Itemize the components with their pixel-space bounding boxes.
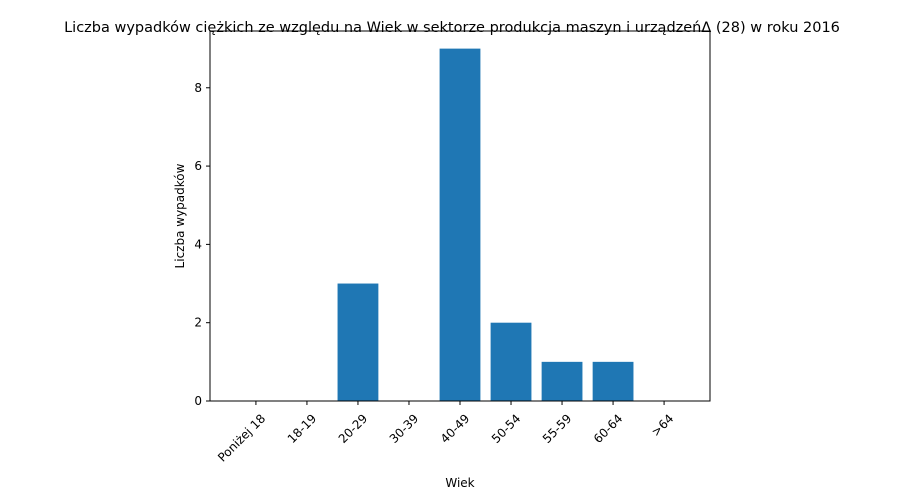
y-tick-label: 2 xyxy=(194,316,202,330)
y-axis-label: Liczba wypadków xyxy=(173,163,187,268)
y-tick-label: 8 xyxy=(194,81,202,95)
bar-4 xyxy=(439,48,481,401)
x-tick-label: 40-49 xyxy=(438,411,473,446)
x-tick-label: 50-54 xyxy=(489,411,524,446)
y-tick-label: 0 xyxy=(194,394,202,408)
bar-7 xyxy=(592,361,634,401)
x-axis-label: Wiek xyxy=(445,476,474,490)
y-axis-ticks: 0 2 4 6 8 xyxy=(194,81,210,408)
x-tick-label: 20-29 xyxy=(336,411,371,446)
x-tick-label: 55-59 xyxy=(540,411,575,446)
x-tick-label: >64 xyxy=(649,411,677,439)
x-axis-ticks: Poniżej 18 18-19 20-29 30-39 40-49 50-54 55-59… xyxy=(215,401,676,465)
bar-6 xyxy=(541,361,583,401)
x-tick-label: 18-19 xyxy=(285,411,320,446)
chart-title: Liczba wypadków ciężkich ze względu na W… xyxy=(64,20,840,36)
x-tick-label: 30-39 xyxy=(387,411,422,446)
bars-group xyxy=(337,48,634,401)
y-tick-label: 4 xyxy=(194,237,202,251)
y-tick-label: 6 xyxy=(194,159,202,173)
x-tick-label: 60-64 xyxy=(591,411,626,446)
bar-5 xyxy=(490,322,532,401)
bar-2 xyxy=(337,283,379,401)
x-tick-label: Poniżej 18 xyxy=(215,411,268,464)
